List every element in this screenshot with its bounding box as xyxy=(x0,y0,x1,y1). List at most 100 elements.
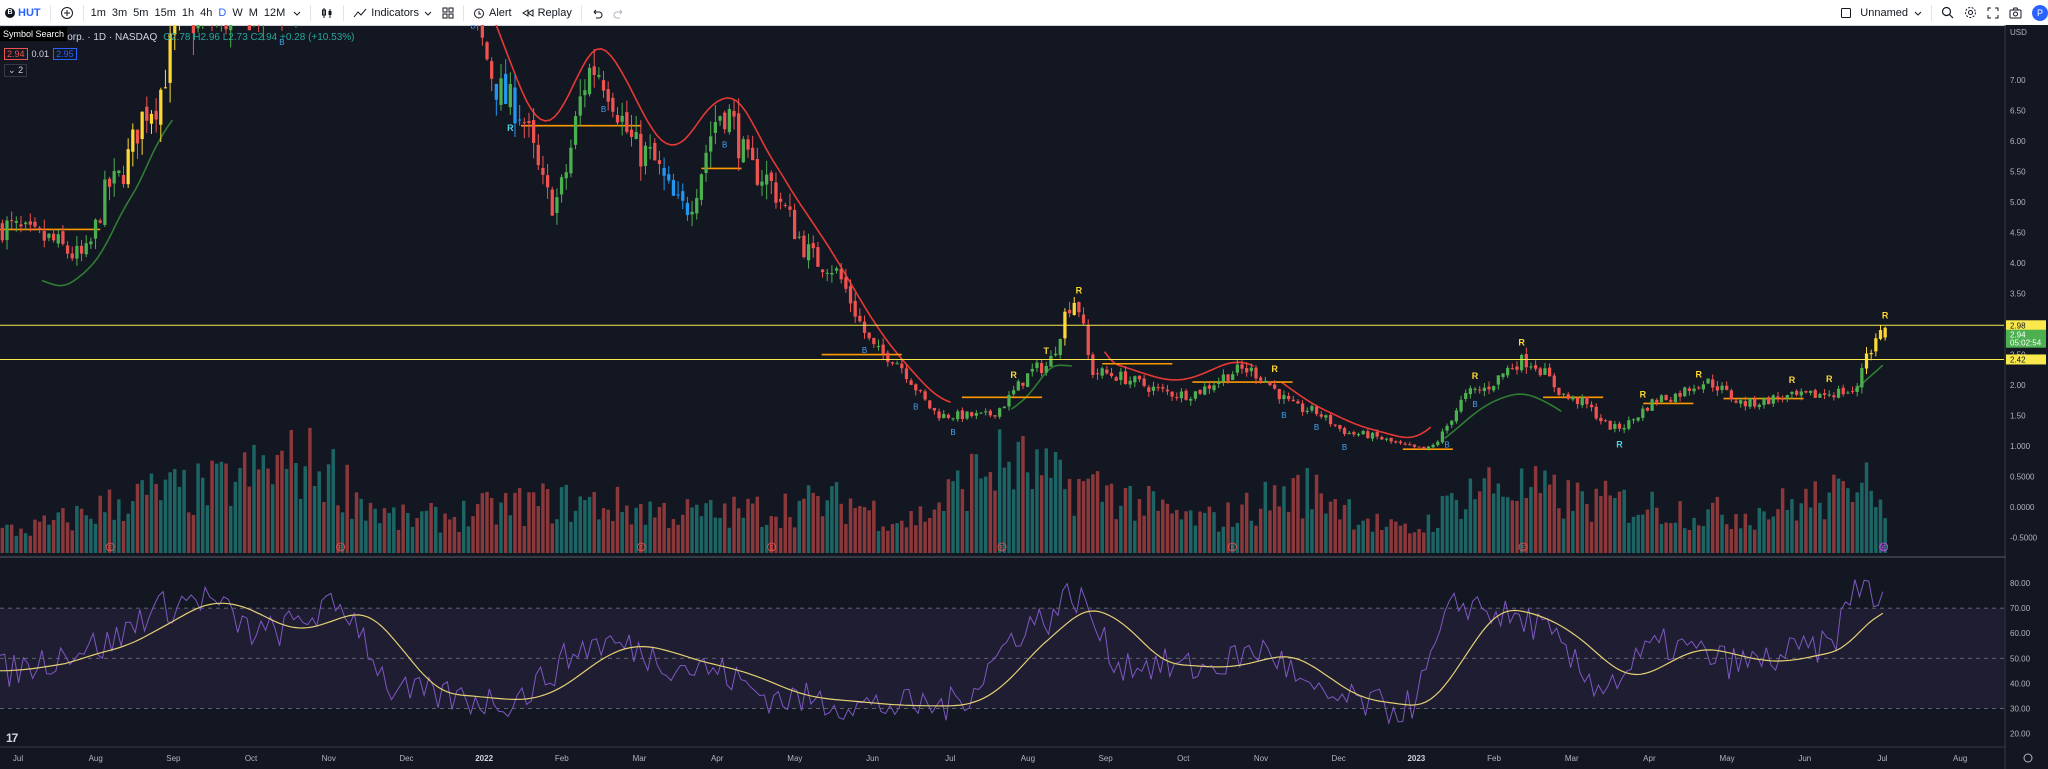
price-label-box xyxy=(2006,320,2046,331)
time-tick-label: 2023 xyxy=(1407,754,1425,763)
tradingview-logo-icon[interactable]: 17 xyxy=(6,731,18,745)
volume-bar xyxy=(326,464,331,553)
candle-body xyxy=(1030,368,1034,372)
timeframe-3m[interactable]: 3m xyxy=(111,6,128,19)
layout-name-button[interactable]: Unnamed xyxy=(1835,0,1927,25)
replay-button[interactable]: Replay xyxy=(517,0,577,25)
signal-marker: R xyxy=(1789,375,1796,385)
timeframe-m[interactable]: M xyxy=(248,6,258,19)
candle-body xyxy=(1016,381,1020,391)
price-tick-label: 7.00 xyxy=(2010,76,2026,85)
legend-title[interactable]: Corp. · 1D · NASDAQ xyxy=(60,32,158,43)
trailing-stop-long-line xyxy=(1444,393,1562,439)
price-tick-label: 1.50 xyxy=(2010,412,2026,421)
candle-body xyxy=(1669,399,1673,402)
layouts-button[interactable] xyxy=(437,0,459,25)
indicators-button[interactable]: Indicators xyxy=(348,0,437,25)
settings-button[interactable] xyxy=(1959,0,1982,25)
search-button[interactable] xyxy=(1936,0,1959,25)
user-menu-button[interactable]: P xyxy=(2027,0,2048,25)
snapshot-button[interactable] xyxy=(2004,0,2027,25)
volume-bar xyxy=(1594,488,1598,553)
timeframe-5m[interactable]: 5m xyxy=(133,6,149,19)
timeframe-1h[interactable]: 1h xyxy=(181,6,195,19)
volume-bar xyxy=(983,476,988,553)
candle-body xyxy=(848,286,853,304)
candle-body xyxy=(1226,374,1230,381)
trailing-stop-long-line xyxy=(41,119,174,287)
candle-body xyxy=(1785,395,1789,399)
volume-bar xyxy=(797,500,801,553)
volume-bar xyxy=(1063,489,1067,553)
volume-bar xyxy=(732,496,736,553)
chart-type-button[interactable] xyxy=(315,0,339,25)
volume-bar xyxy=(583,500,587,553)
signal-marker: R xyxy=(1010,370,1017,380)
indicators-collapse-toggle[interactable]: ⌄ 2 xyxy=(4,64,28,77)
candle-body xyxy=(1352,432,1356,435)
symbol-search-button[interactable]: B HUT xyxy=(0,0,46,25)
volume-bar xyxy=(1356,524,1361,553)
volume-bar xyxy=(378,523,382,553)
volume-bar xyxy=(853,508,857,553)
volume-bar xyxy=(946,479,951,553)
timeframe-dropdown[interactable] xyxy=(288,0,306,25)
time-tick-label: Apr xyxy=(711,754,724,763)
compare-symbol-button[interactable] xyxy=(55,0,79,25)
volume-bar xyxy=(1687,529,1692,553)
volume-bar xyxy=(517,488,522,553)
candle-body xyxy=(1715,386,1720,391)
volume-bar xyxy=(839,503,843,553)
buy-price-tag[interactable]: 2.95 xyxy=(53,48,77,60)
volume-bar xyxy=(1300,518,1305,553)
volume-bar xyxy=(1417,528,1421,553)
candle-body xyxy=(1128,380,1132,385)
earnings-marker xyxy=(636,542,646,552)
time-tick-label: Jul xyxy=(945,754,955,763)
candle-body xyxy=(70,253,74,259)
candle-body xyxy=(1021,382,1025,386)
rsi-tick-label: 70.00 xyxy=(2010,604,2031,613)
candle-body xyxy=(1664,394,1668,401)
timeframe-w[interactable]: W xyxy=(232,6,243,19)
timeframe-d[interactable]: D xyxy=(218,6,227,19)
candle-body xyxy=(1571,396,1575,400)
volume-bar xyxy=(466,526,471,553)
volume-bar xyxy=(191,514,196,553)
timeframe-12m[interactable]: 12M xyxy=(263,6,286,19)
volume-bar xyxy=(820,516,825,553)
volume-bar xyxy=(783,493,788,553)
candle-body xyxy=(1198,389,1202,394)
timeframe-1m[interactable]: 1m xyxy=(90,6,106,19)
candle-body xyxy=(1286,395,1291,400)
chevron-down-icon xyxy=(1914,11,1922,16)
undo-button[interactable] xyxy=(586,0,608,25)
timeframe-4h[interactable]: 4h xyxy=(200,6,213,19)
candle-body xyxy=(587,67,592,95)
candle-body xyxy=(541,168,545,175)
candle-body xyxy=(662,167,666,176)
volume-bar xyxy=(806,485,811,553)
candle-body xyxy=(858,315,862,322)
alert-button[interactable]: Alert xyxy=(468,0,517,25)
volume-bar xyxy=(1808,507,1813,553)
countdown-label: 05:02:54 xyxy=(2010,339,2042,348)
timeframe-15m[interactable]: 15m xyxy=(154,6,176,19)
volume-bar xyxy=(690,507,694,553)
sell-price-tag[interactable]: 2.94 xyxy=(4,48,28,60)
candle-body xyxy=(629,129,634,137)
buy-signal-marker: B xyxy=(1444,441,1449,450)
redo-button[interactable] xyxy=(608,0,630,25)
candle-body xyxy=(778,198,783,202)
volume-bar xyxy=(1244,492,1249,553)
candle-body xyxy=(1273,384,1277,389)
signal-marker: R xyxy=(1518,338,1525,348)
candle-body xyxy=(1757,404,1761,408)
volume-bar xyxy=(1692,517,1696,553)
fullscreen-button[interactable] xyxy=(1982,0,2004,25)
volume-bar xyxy=(1650,491,1654,553)
candle-body xyxy=(1552,375,1556,388)
volume-bar xyxy=(1431,531,1435,553)
